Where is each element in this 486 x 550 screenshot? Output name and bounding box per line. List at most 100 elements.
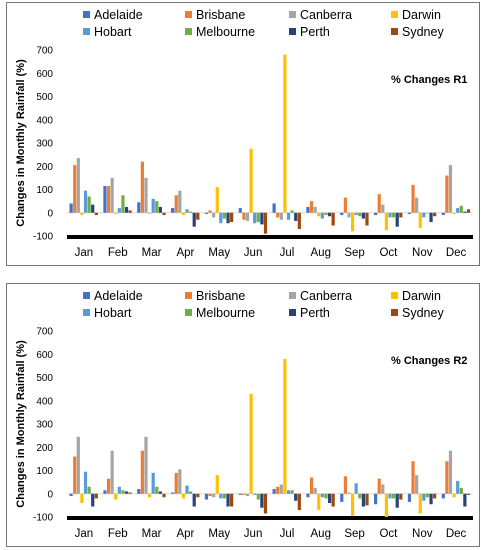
legend-label-perth: Perth bbox=[300, 306, 330, 320]
bar-hobart-dec bbox=[456, 480, 460, 494]
y-tick-label: -100 bbox=[33, 513, 53, 524]
bar-melbourne-may bbox=[222, 212, 227, 219]
bar-perth-mar bbox=[158, 491, 162, 494]
bar-melbourne-apr bbox=[189, 211, 193, 213]
legend-label-hobart: Hobart bbox=[94, 25, 132, 39]
bar-darwin-feb bbox=[114, 493, 118, 500]
bar-adelaide-jul bbox=[272, 203, 276, 213]
bar-perth-jun bbox=[260, 212, 264, 225]
bar-melbourne-dec bbox=[459, 487, 463, 494]
x-tick-label-may: May bbox=[208, 528, 230, 540]
y-tick-label: 600 bbox=[36, 350, 53, 361]
bar-adelaide-may bbox=[204, 212, 209, 214]
bar-darwin-oct bbox=[384, 493, 389, 517]
bar-brisbane-dec bbox=[445, 461, 449, 494]
bar-sydney-dec bbox=[466, 493, 471, 495]
bar-perth-sep bbox=[361, 212, 365, 219]
x-tick-label-aug: Aug bbox=[311, 528, 331, 540]
bar-adelaide-aug bbox=[306, 206, 310, 213]
bar-darwin-aug bbox=[317, 493, 321, 511]
x-tick-label-apr: Apr bbox=[176, 247, 194, 259]
bar-sydney-jan bbox=[94, 493, 98, 499]
bar-sydney-aug bbox=[331, 212, 335, 226]
y-tick-label: 700 bbox=[36, 327, 53, 338]
y-axis-label: Changes in Monthly Rainfall (%) bbox=[15, 340, 27, 508]
bar-canberra-dec bbox=[448, 450, 453, 494]
bar-canberra-sep bbox=[347, 492, 351, 494]
bar-perth-dec bbox=[463, 493, 467, 507]
bar-darwin-apr bbox=[181, 493, 186, 499]
bar-canberra-mar bbox=[144, 436, 148, 494]
bar-darwin-mar bbox=[147, 493, 152, 498]
y-axis-label: Changes in Monthly Rainfall (%) bbox=[15, 59, 27, 227]
bar-perth-jul bbox=[294, 212, 298, 221]
bar-melbourne-aug bbox=[324, 493, 328, 499]
bar-hobart-jul bbox=[286, 212, 291, 220]
bar-adelaide-dec bbox=[441, 212, 445, 216]
legend-swatch-hobart bbox=[83, 28, 90, 35]
bar-canberra-nov bbox=[415, 475, 419, 494]
x-tick-label-sep: Sep bbox=[344, 528, 364, 540]
bar-sydney-jun bbox=[263, 212, 268, 234]
legend-label-brisbane: Brisbane bbox=[196, 289, 245, 303]
bar-adelaide-apr bbox=[171, 208, 175, 213]
bar-adelaide-nov bbox=[407, 212, 412, 214]
bar-perth-feb bbox=[124, 206, 129, 213]
bar-melbourne-jan bbox=[87, 196, 91, 213]
legend-label-sydney: Sydney bbox=[402, 25, 444, 39]
legend-label-darwin: Darwin bbox=[402, 289, 441, 303]
chart-svg: Adelaide Brisbane Canberra Darwin Hobart Melb… bbox=[15, 289, 473, 540]
bar-adelaide-oct bbox=[374, 493, 378, 505]
y-tick-label: 500 bbox=[36, 92, 53, 103]
bar-hobart-feb bbox=[117, 208, 121, 213]
bar-sydney-apr bbox=[196, 493, 200, 498]
bar-hobart-may bbox=[219, 493, 223, 499]
bar-adelaide-apr bbox=[171, 492, 175, 494]
bar-brisbane-aug bbox=[309, 477, 314, 494]
bar-hobart-jan bbox=[83, 471, 88, 494]
bar-sydney-jun bbox=[263, 493, 268, 514]
legend-swatch-canberra bbox=[289, 292, 296, 299]
legend-swatch-darwin bbox=[391, 292, 398, 299]
bar-canberra-feb bbox=[110, 450, 114, 494]
bar-hobart-apr bbox=[185, 209, 189, 213]
bar-perth-oct bbox=[395, 212, 399, 227]
x-tick-label-jan: Jan bbox=[75, 528, 94, 540]
legend-swatch-melbourne bbox=[185, 28, 192, 35]
legend-swatch-hobart bbox=[83, 309, 90, 316]
bar-hobart-jul bbox=[286, 490, 291, 494]
legend-label-sydney: Sydney bbox=[402, 306, 444, 320]
bar-brisbane-jun bbox=[242, 212, 246, 220]
bar-hobart-dec bbox=[456, 208, 460, 213]
bar-adelaide-jun bbox=[238, 208, 242, 213]
bar-sydney-dec bbox=[466, 209, 471, 213]
bar-adelaide-sep bbox=[340, 493, 344, 502]
bar-hobart-oct bbox=[388, 493, 392, 499]
bar-adelaide-mar bbox=[137, 202, 141, 213]
bar-adelaide-jan bbox=[69, 203, 73, 213]
bar-melbourne-nov bbox=[425, 212, 430, 214]
bar-darwin-oct bbox=[384, 212, 389, 231]
bar-brisbane-mar bbox=[140, 450, 144, 494]
bar-adelaide-nov bbox=[407, 493, 412, 502]
chart-svg: Adelaide Brisbane Canberra Darwin Hobart Melb… bbox=[15, 8, 473, 259]
y-tick-label: 400 bbox=[36, 396, 53, 407]
bar-sydney-nov bbox=[433, 212, 437, 217]
bar-perth-dec bbox=[463, 211, 467, 213]
bar-sydney-may bbox=[230, 493, 234, 507]
y-tick-label: 500 bbox=[36, 373, 53, 384]
legend-label-darwin: Darwin bbox=[402, 8, 441, 22]
bar-sydney-may bbox=[230, 212, 234, 223]
bar-canberra-sep bbox=[347, 212, 351, 218]
legend-label-melbourne: Melbourne bbox=[196, 306, 255, 320]
bar-melbourne-aug bbox=[324, 212, 328, 216]
bar-darwin-apr bbox=[181, 212, 186, 216]
bar-hobart-jun bbox=[253, 212, 257, 224]
bar-hobart-aug bbox=[320, 212, 324, 219]
bar-brisbane-sep bbox=[343, 197, 347, 213]
bar-melbourne-mar bbox=[155, 486, 159, 494]
bar-brisbane-aug bbox=[309, 201, 314, 213]
x-tick-label-oct: Oct bbox=[379, 528, 398, 540]
y-tick-label: 100 bbox=[36, 185, 53, 196]
y-tick-label: 200 bbox=[36, 443, 53, 454]
